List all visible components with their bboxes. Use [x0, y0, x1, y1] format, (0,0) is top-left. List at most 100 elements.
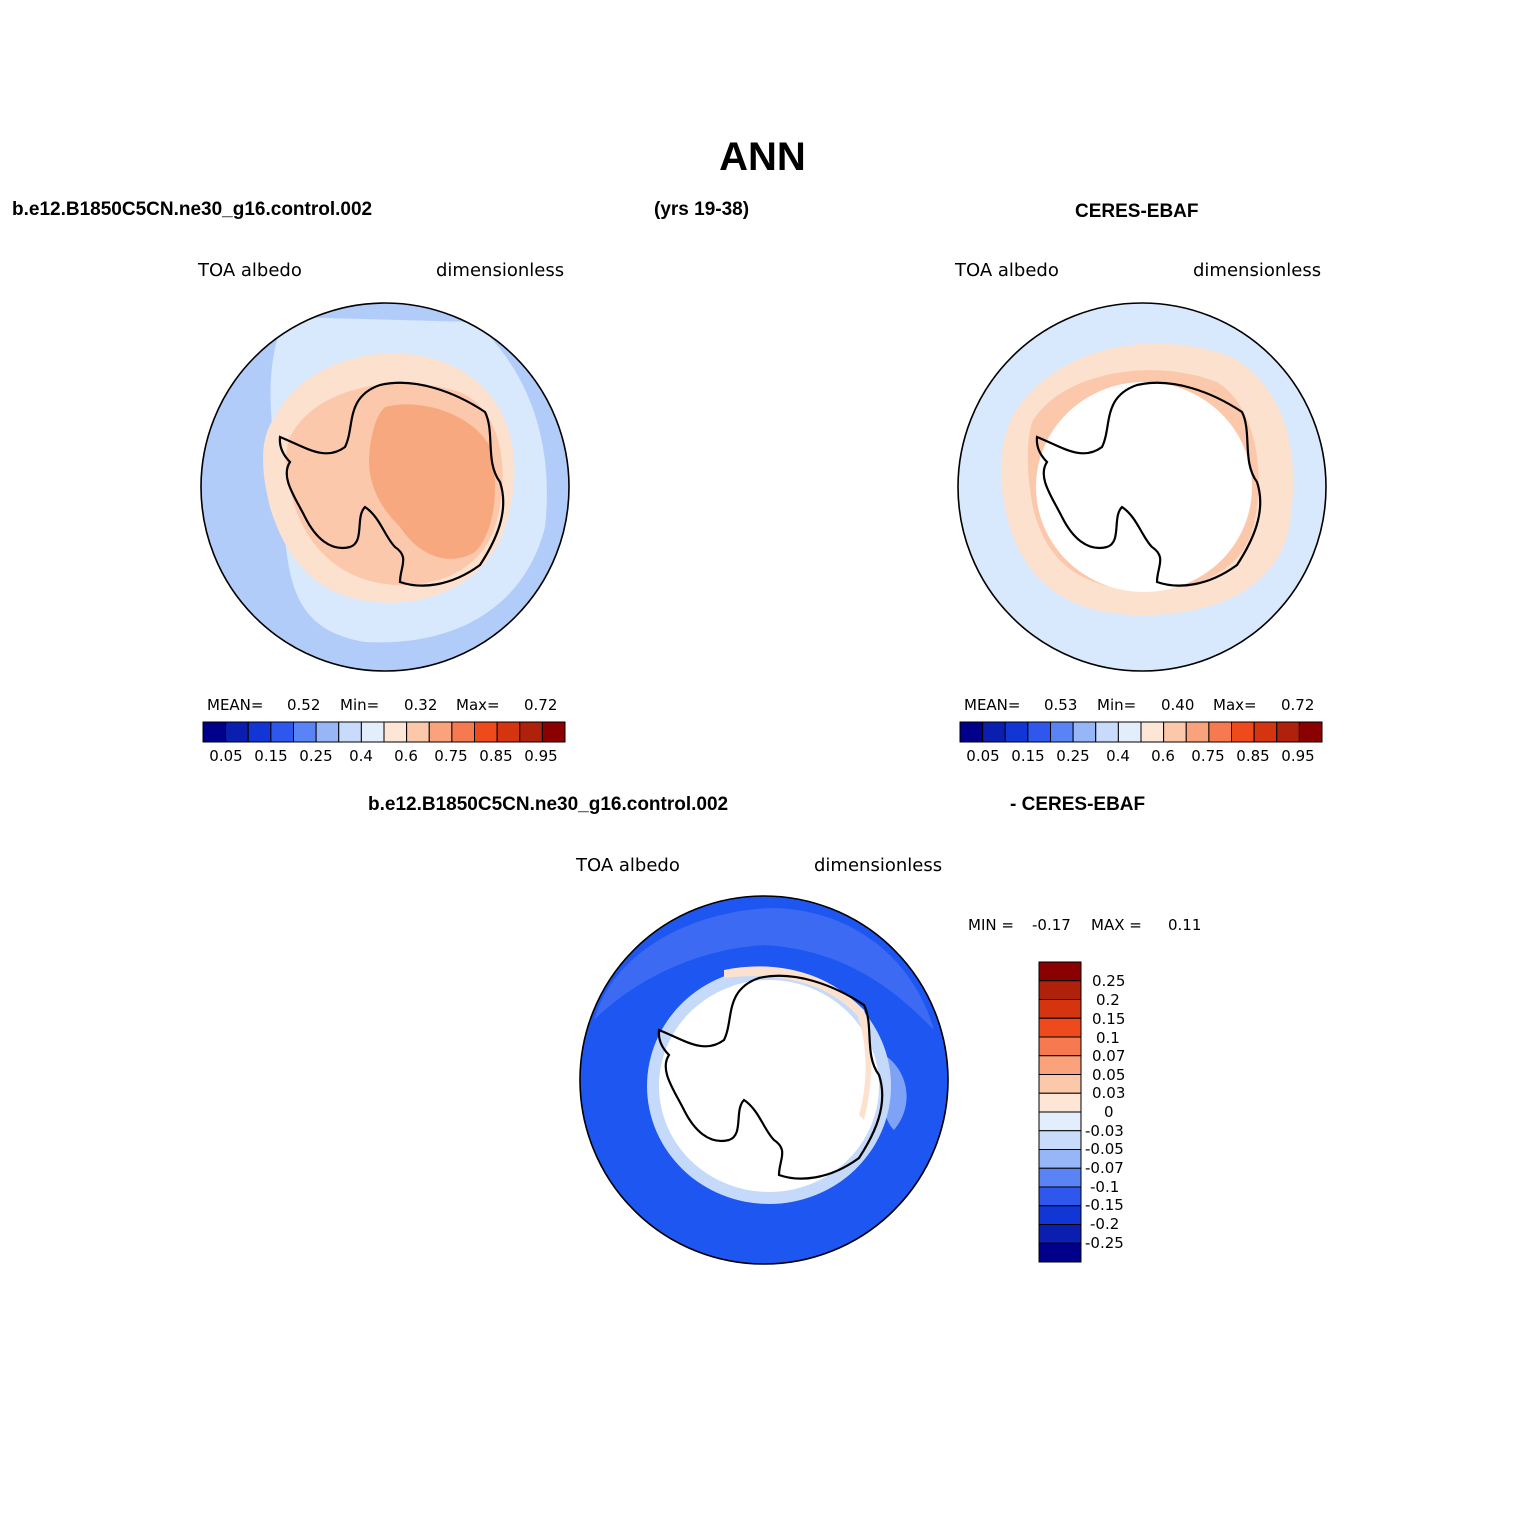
diff-title-left: b.e12.B1850C5CN.ne30_g16.control.002: [368, 794, 729, 815]
model-colorbar-tick: 0.6: [394, 747, 418, 765]
colorbar-swatch: [1072, 721, 1097, 743]
colorbar-swatch: [982, 721, 1006, 743]
colorbar-swatch: [1038, 1111, 1082, 1132]
colorbar-swatch: [315, 721, 340, 743]
colorbar-swatch: [474, 721, 498, 743]
diff-colorbar-tick: 0.07: [1092, 1047, 1126, 1065]
diff-colorbar-tick: -0.2: [1090, 1215, 1120, 1233]
colorbar-swatch: [428, 721, 453, 743]
obs-units-label: dimensionless: [1193, 260, 1322, 281]
colorbar-swatch: [270, 721, 294, 743]
diff-colorbar-tick: -0.1: [1090, 1178, 1120, 1196]
model-max-value: 0.72: [524, 696, 558, 714]
colorbar-swatch: [293, 721, 317, 743]
diff-colorbar-tick: 0: [1104, 1103, 1114, 1121]
obs-white-interior: [1036, 382, 1252, 592]
diff-max-value: 0.11: [1168, 916, 1202, 934]
diff-colorbar-tick: 0.2: [1096, 991, 1120, 1009]
diff-min-value: -0.17: [1032, 916, 1071, 934]
colorbar-swatch: [1231, 721, 1255, 743]
obs-polar-map: [957, 302, 1327, 672]
obs-variable-label: TOA albedo: [955, 260, 1059, 281]
diff-colorbar-tick: 0.1: [1096, 1029, 1120, 1047]
colorbar-swatch: [1004, 721, 1029, 743]
colorbar-swatch: [360, 721, 385, 743]
diff-colorbar-tick: -0.03: [1085, 1122, 1124, 1140]
diff-max-label: MAX =: [1091, 916, 1142, 934]
colorbar-swatch: [1038, 961, 1082, 982]
colorbar-swatch: [247, 721, 272, 743]
obs-colorbar-tick: 0.95: [1281, 747, 1315, 765]
diff-title-right: - CERES-EBAF: [1010, 794, 1146, 815]
obs-colorbar: [959, 721, 1323, 743]
obs-colorbar-tick: 0.85: [1236, 747, 1270, 765]
obs-colorbar-tick: 0.15: [1011, 747, 1045, 765]
model-colorbar-tick: 0.4: [349, 747, 373, 765]
obs-colorbar-tick: 0.25: [1056, 747, 1090, 765]
model-units-label: dimensionless: [436, 260, 565, 281]
obs-mean-value: 0.53: [1044, 696, 1078, 714]
model-ice-high: [369, 404, 495, 559]
obs-min-label: Min=: [1097, 696, 1137, 714]
colorbar-swatch: [1208, 721, 1232, 743]
colorbar-swatch: [1050, 721, 1074, 743]
model-colorbar-tick: 0.75: [434, 747, 468, 765]
colorbar-swatch: [1253, 721, 1278, 743]
model-colorbar-tick: 0.95: [524, 747, 558, 765]
obs-min-value: 0.40: [1161, 696, 1195, 714]
diff-colorbar-tick: -0.07: [1085, 1159, 1124, 1177]
model-colorbar: [202, 721, 566, 743]
colorbar-swatch: [1038, 1149, 1082, 1169]
obs-colorbar-tick: 0.75: [1191, 747, 1225, 765]
obs-colorbar-tick: 0.05: [966, 747, 1000, 765]
colorbar-swatch: [1038, 1055, 1082, 1075]
colorbar-swatch: [225, 721, 249, 743]
model-max-label: Max=: [456, 696, 500, 714]
obs-antarctica-outline: [1035, 381, 1262, 587]
colorbar-swatch: [541, 721, 566, 743]
colorbar-swatch: [1038, 1167, 1082, 1188]
diff-colorbar-tick: 0.05: [1092, 1066, 1126, 1084]
model-colorbar-tick: 0.25: [299, 747, 333, 765]
diff-variable-label: TOA albedo: [576, 855, 680, 876]
diff-blue-mid-band: [594, 908, 934, 1030]
colorbar-swatch: [1038, 999, 1082, 1019]
colorbar-swatch: [451, 721, 475, 743]
colorbar-swatch: [406, 721, 430, 743]
obs-colorbar-tick: 0.4: [1106, 747, 1130, 765]
diff-colorbar-tick: 0.03: [1092, 1084, 1126, 1102]
model-colorbar-tick: 0.05: [209, 747, 243, 765]
diff-units-label: dimensionless: [814, 855, 943, 876]
colorbar-swatch: [496, 721, 521, 743]
obs-colorbar-tick: 0.6: [1151, 747, 1175, 765]
model-mean-label: MEAN=: [207, 696, 264, 714]
colorbar-swatch: [1276, 721, 1300, 743]
model-min-label: Min=: [340, 696, 380, 714]
obs-max-label: Max=: [1213, 696, 1257, 714]
colorbar-swatch: [1185, 721, 1210, 743]
obs-name-header: CERES-EBAF: [1075, 201, 1199, 222]
colorbar-swatch: [519, 721, 543, 743]
diff-min-label: MIN =: [968, 916, 1014, 934]
colorbar-swatch: [1038, 1036, 1082, 1057]
diff-colorbar: [1038, 961, 1082, 1263]
diff-colorbar-tick: -0.05: [1085, 1140, 1124, 1158]
diff-colorbar-tick: -0.15: [1085, 1196, 1124, 1214]
model-min-value: 0.32: [404, 696, 438, 714]
diff-colorbar-tick: -0.25: [1085, 1234, 1124, 1252]
colorbar-swatch: [1038, 1186, 1082, 1207]
diff-antarctica-outline: [657, 974, 884, 1180]
case-name-header: b.e12.B1850C5CN.ne30_g16.control.002: [12, 199, 373, 220]
colorbar-swatch: [1038, 1074, 1082, 1094]
diff-colorbar-tick: 0.15: [1092, 1010, 1126, 1028]
diff-polar-map: [579, 895, 949, 1265]
diff-white-interior: [659, 980, 879, 1192]
page-title: ANN: [719, 135, 806, 179]
model-antarctica-outline: [278, 381, 505, 587]
colorbar-swatch: [1163, 721, 1187, 743]
colorbar-swatch: [1027, 721, 1051, 743]
colorbar-swatch: [202, 721, 227, 743]
obs-max-value: 0.72: [1281, 696, 1315, 714]
colorbar-swatch: [1038, 980, 1082, 1000]
colorbar-swatch: [1038, 1092, 1082, 1113]
